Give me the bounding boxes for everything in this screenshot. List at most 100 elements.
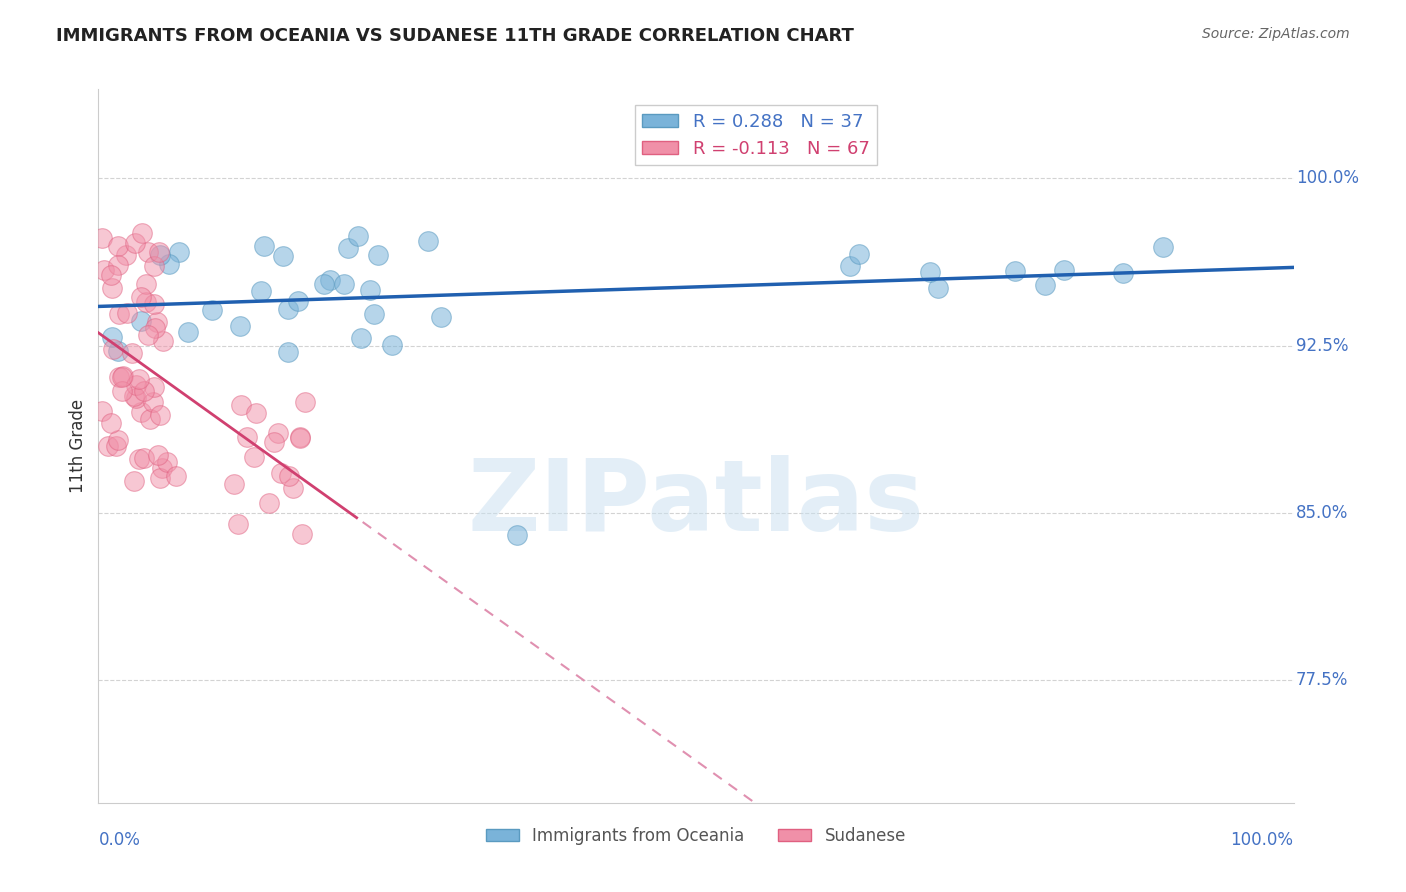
Point	[336, 241, 359, 255]
Point	[228, 516, 250, 531]
Point	[111, 369, 134, 384]
Point	[277, 469, 299, 483]
Point	[107, 239, 129, 253]
Point	[267, 425, 290, 440]
Point	[121, 345, 143, 359]
Point	[257, 496, 280, 510]
Point	[134, 277, 156, 291]
Text: 77.5%: 77.5%	[1296, 671, 1348, 690]
Point	[222, 476, 245, 491]
Point	[142, 259, 165, 273]
Text: 0.0%: 0.0%	[98, 831, 141, 849]
Point	[91, 231, 114, 245]
Point	[263, 435, 285, 450]
Point	[359, 283, 381, 297]
Point	[277, 301, 299, 316]
Point	[105, 439, 128, 453]
Text: 85.0%: 85.0%	[1296, 504, 1348, 522]
Point	[117, 306, 139, 320]
Point	[290, 430, 312, 444]
Point	[91, 403, 114, 417]
Point	[1053, 263, 1076, 277]
Point	[252, 239, 274, 253]
Point	[107, 258, 129, 272]
Point	[131, 226, 153, 240]
Point	[128, 452, 150, 467]
Point	[138, 245, 160, 260]
Point	[129, 290, 152, 304]
Point	[107, 344, 129, 359]
Point	[93, 262, 115, 277]
Point	[271, 249, 294, 263]
Point	[381, 338, 404, 352]
Point	[136, 328, 159, 343]
Point	[107, 370, 129, 384]
Point	[115, 248, 138, 262]
Point	[101, 281, 124, 295]
Point	[294, 395, 316, 409]
Point	[149, 248, 172, 262]
Point	[97, 439, 120, 453]
Point	[128, 372, 150, 386]
Point	[146, 448, 169, 462]
Text: Source: ZipAtlas.com: Source: ZipAtlas.com	[1202, 27, 1350, 41]
Point	[1004, 264, 1026, 278]
Point	[143, 380, 166, 394]
Point	[506, 528, 529, 542]
Point	[143, 297, 166, 311]
Point	[927, 281, 949, 295]
Point	[152, 334, 174, 349]
Point	[333, 277, 356, 291]
Point	[314, 277, 336, 292]
Point	[277, 345, 299, 359]
Point	[152, 461, 174, 475]
Point	[245, 406, 267, 420]
Point	[143, 321, 166, 335]
Point	[367, 248, 389, 262]
Point	[124, 377, 146, 392]
Point	[124, 236, 146, 251]
Point	[148, 471, 170, 485]
Point	[270, 467, 292, 481]
Point	[134, 451, 156, 466]
Point	[243, 450, 266, 464]
Point	[281, 481, 304, 495]
Text: 100.0%: 100.0%	[1296, 169, 1360, 187]
Point	[291, 527, 314, 541]
Point	[347, 228, 370, 243]
Point	[122, 389, 145, 403]
Point	[430, 310, 453, 324]
Point	[100, 268, 122, 282]
Point	[110, 384, 132, 398]
Point	[1033, 278, 1056, 293]
Text: 100.0%: 100.0%	[1230, 831, 1294, 849]
Point	[287, 293, 309, 308]
Point	[142, 394, 165, 409]
Point	[149, 408, 172, 422]
Point	[148, 245, 170, 260]
Point	[229, 318, 252, 333]
Point	[290, 431, 312, 445]
Point	[249, 284, 271, 298]
Point	[165, 468, 187, 483]
Point	[200, 302, 222, 317]
Point	[135, 295, 157, 310]
Point	[100, 329, 122, 343]
Point	[129, 405, 152, 419]
Point	[107, 433, 129, 447]
Point	[363, 307, 385, 321]
Y-axis label: 11th Grade: 11th Grade	[69, 399, 87, 493]
Point	[177, 326, 200, 340]
Text: IMMIGRANTS FROM OCEANIA VS SUDANESE 11TH GRADE CORRELATION CHART: IMMIGRANTS FROM OCEANIA VS SUDANESE 11TH…	[56, 27, 853, 45]
Point	[108, 307, 131, 321]
Point	[103, 343, 125, 357]
Point	[100, 416, 122, 430]
Text: ZIPatlas: ZIPatlas	[468, 455, 924, 551]
Point	[139, 412, 162, 426]
Point	[167, 244, 190, 259]
Point	[231, 398, 253, 412]
Point	[111, 370, 134, 384]
Point	[155, 455, 177, 469]
Point	[146, 315, 169, 329]
Point	[349, 331, 371, 345]
